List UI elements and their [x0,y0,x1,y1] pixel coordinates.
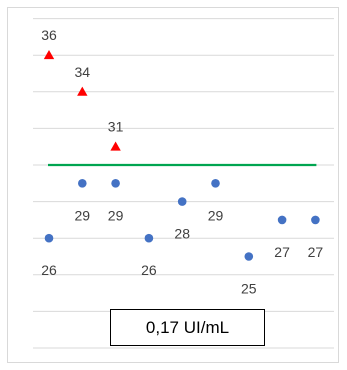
chart-area [7,7,339,363]
circle-point [78,179,87,188]
data-label: 25 [241,281,257,297]
threshold-annotation-text: 0,17 UI/mL [145,317,230,337]
circle-point [277,215,287,225]
circle-point [244,252,254,261]
data-label: 27 [308,244,324,260]
circle-point [144,233,154,243]
data-label: 26 [141,262,157,278]
circle-point [111,179,120,188]
triangle-point [110,141,121,151]
triangle-point [43,50,55,60]
circle-point [311,215,320,225]
data-label: 31 [108,119,124,135]
data-label: 29 [108,207,124,223]
threshold-annotation-box: 0,17 UI/mL [110,309,265,346]
data-label: 34 [75,64,91,80]
data-label: 29 [208,207,224,223]
data-label: 27 [274,244,290,260]
data-label: 26 [41,262,57,278]
circle-point [177,197,187,206]
data-label: 28 [174,226,190,242]
data-label: 36 [41,27,57,43]
circle-point [211,179,220,188]
triangle-point [77,86,88,96]
circle-point [44,233,54,243]
data-label: 29 [75,207,91,223]
